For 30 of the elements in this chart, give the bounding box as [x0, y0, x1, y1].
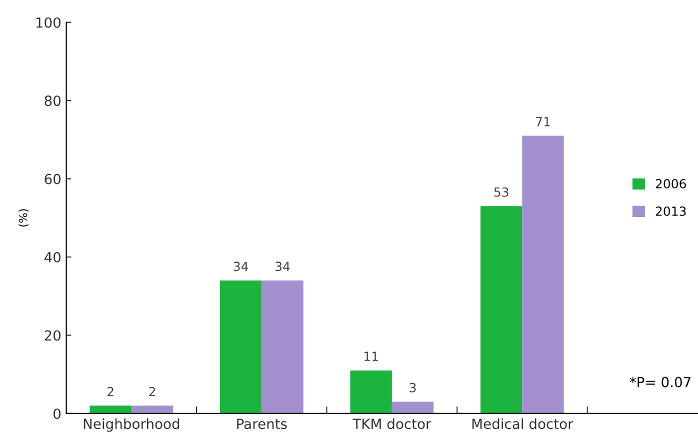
- y-tick-label: 60: [44, 174, 61, 184]
- x-tick-label: Medical doctor: [472, 418, 574, 430]
- y-tick-label: 100: [36, 17, 61, 28]
- data-label: 34: [276, 262, 290, 272]
- legend-label: 2006: [656, 178, 686, 188]
- bar: [90, 406, 132, 414]
- y-tick-label: 20: [44, 330, 61, 341]
- bar: [522, 136, 564, 414]
- bar: [262, 280, 304, 414]
- y-tick-label: 0: [54, 408, 61, 419]
- data-label: 2: [149, 386, 155, 396]
- x-tick-label: Neighborhood: [84, 418, 180, 432]
- x-tick-label: TKM doctor: [352, 418, 432, 430]
- data-label: 71: [536, 117, 550, 126]
- y-tick-label: 40: [44, 252, 61, 262]
- bar: [220, 280, 262, 414]
- data-label: 11: [364, 352, 378, 361]
- y-tick-label: 80: [44, 96, 61, 106]
- annotation: *P= 0.07: [630, 376, 690, 388]
- y-axis-title: (%): [18, 209, 29, 227]
- legend-label: 2013: [656, 206, 686, 216]
- bar: [350, 370, 392, 414]
- bar: [392, 402, 434, 414]
- data-label: 3: [410, 382, 416, 392]
- data-label: 2: [108, 386, 114, 396]
- data-label: 53: [494, 187, 508, 197]
- data-label: 34: [234, 262, 248, 272]
- bar: [131, 406, 174, 414]
- x-tick-label: Parents: [237, 418, 287, 430]
- bar: [480, 206, 522, 414]
